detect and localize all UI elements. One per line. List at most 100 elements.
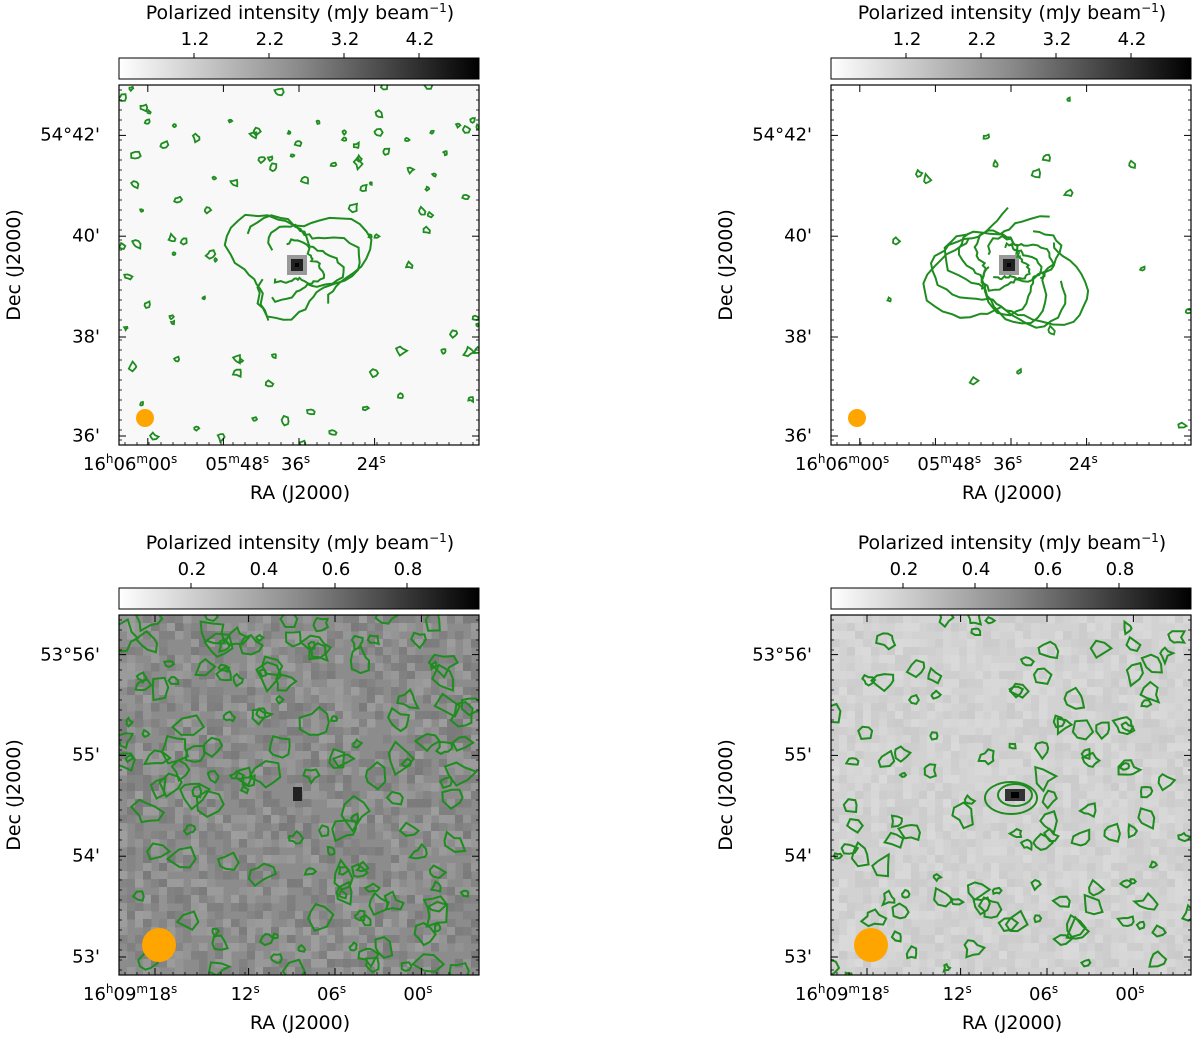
y-tick-label: 53' xyxy=(72,946,100,968)
noise-pixel xyxy=(391,847,400,856)
noise-pixel xyxy=(319,767,328,776)
noise-pixel xyxy=(991,871,1000,880)
noise-pixel xyxy=(311,751,320,760)
noise-pixel xyxy=(855,647,864,656)
noise-pixel xyxy=(287,823,296,832)
colorbar-label: Polarized intensity (mJy beam−1) xyxy=(120,531,480,554)
noise-pixel xyxy=(391,775,400,784)
noise-pixel xyxy=(1023,671,1032,680)
noise-pixel xyxy=(959,903,968,912)
noise-pixel xyxy=(223,863,232,872)
noise-pixel xyxy=(1103,903,1112,912)
noise-pixel xyxy=(175,959,184,968)
x-axis-label-text: RA (J2000) xyxy=(961,1012,1063,1034)
noise-pixel xyxy=(247,791,256,800)
noise-pixel xyxy=(359,879,368,888)
noise-pixel xyxy=(463,815,472,824)
noise-contour xyxy=(374,109,384,119)
noise-contour xyxy=(284,630,302,648)
noise-contour xyxy=(433,692,462,718)
noise-contour xyxy=(1034,765,1059,793)
noise-contour xyxy=(162,660,176,668)
noise-pixel xyxy=(1023,839,1032,848)
noise-pixel xyxy=(847,927,856,936)
noise-pixel xyxy=(1159,735,1168,744)
noise-pixel xyxy=(1143,743,1152,752)
noise-pixel xyxy=(911,847,920,856)
noise-pixel xyxy=(1095,935,1104,944)
noise-pixel xyxy=(311,663,320,672)
noise-pixel xyxy=(415,895,424,904)
x-tick-label: 05m48s xyxy=(917,452,981,475)
noise-contour xyxy=(238,633,264,656)
noise-pixel xyxy=(1175,759,1184,768)
noise-contour xyxy=(232,672,245,688)
noise-contour xyxy=(130,180,140,190)
noise-pixel xyxy=(1079,799,1088,808)
noise-pixel xyxy=(231,927,240,936)
noise-pixel xyxy=(1047,791,1056,800)
noise-pixel xyxy=(215,719,224,728)
noise-pixel xyxy=(975,959,984,968)
noise-pixel xyxy=(175,631,184,640)
noise-pixel xyxy=(951,671,960,680)
noise-pixel xyxy=(455,887,464,896)
noise-contour xyxy=(146,108,152,115)
noise-pixel xyxy=(903,703,912,712)
noise-contour xyxy=(179,782,211,811)
noise-pixel xyxy=(375,887,384,896)
x-tick-part: s xyxy=(974,452,982,466)
noise-pixel xyxy=(399,919,408,928)
noise-pixel xyxy=(263,671,272,680)
noise-pixel xyxy=(279,663,288,672)
noise-pixel xyxy=(415,911,424,920)
x-tick-labels: 16h06m00s 05m48s 36s 24s xyxy=(83,452,503,478)
noise-pixel xyxy=(383,671,392,680)
noise-pixel xyxy=(1119,815,1128,824)
noise-pixel xyxy=(399,615,408,624)
noise-pixel xyxy=(303,743,312,752)
noise-pixel xyxy=(959,623,968,632)
noise-pixel xyxy=(1063,871,1072,880)
noise-pixel xyxy=(1079,639,1088,648)
colorbar-label-exponent: −1 xyxy=(429,531,447,545)
noise-pixel xyxy=(1135,895,1144,904)
noise-pixel xyxy=(991,863,1000,872)
noise-contour xyxy=(440,348,447,355)
noise-pixel xyxy=(351,735,360,744)
noise-contour xyxy=(160,735,190,765)
noise-pixel xyxy=(471,639,479,648)
y-tick-label: 36' xyxy=(72,425,100,447)
noise-pixel xyxy=(375,767,384,776)
noise-pixel xyxy=(999,863,1008,872)
noise-pixel xyxy=(839,943,848,952)
noise-pixel xyxy=(999,951,1008,960)
noise-pixel xyxy=(1159,727,1168,736)
noise-pixel xyxy=(999,847,1008,856)
x-tick-part: 24 xyxy=(1068,454,1092,475)
noise-pixel xyxy=(399,967,408,975)
noise-pixel xyxy=(271,967,280,975)
noise-pixel xyxy=(959,815,968,824)
noise-pixel xyxy=(991,759,1000,768)
noise-pixel xyxy=(1047,783,1056,792)
noise-pixel xyxy=(471,719,479,728)
noise-contour xyxy=(882,831,905,849)
noise-pixel xyxy=(847,743,856,752)
noise-pixel xyxy=(1095,943,1104,952)
noise-pixel xyxy=(471,703,479,712)
noise-pixel xyxy=(455,727,464,736)
noise-pixel xyxy=(295,711,304,720)
noise-pixel xyxy=(919,823,928,832)
noise-pixel xyxy=(351,679,360,688)
noise-pixel xyxy=(895,655,904,664)
noise-pixel xyxy=(127,615,136,624)
noise-pixel xyxy=(935,663,944,672)
noise-pixel xyxy=(855,687,864,696)
noise-pixel xyxy=(1079,695,1088,704)
noise-pixel xyxy=(831,663,840,672)
noise-pixel xyxy=(1103,615,1112,624)
noise-pixel xyxy=(231,815,240,824)
noise-pixel xyxy=(231,631,240,640)
noise-contour xyxy=(368,368,380,379)
